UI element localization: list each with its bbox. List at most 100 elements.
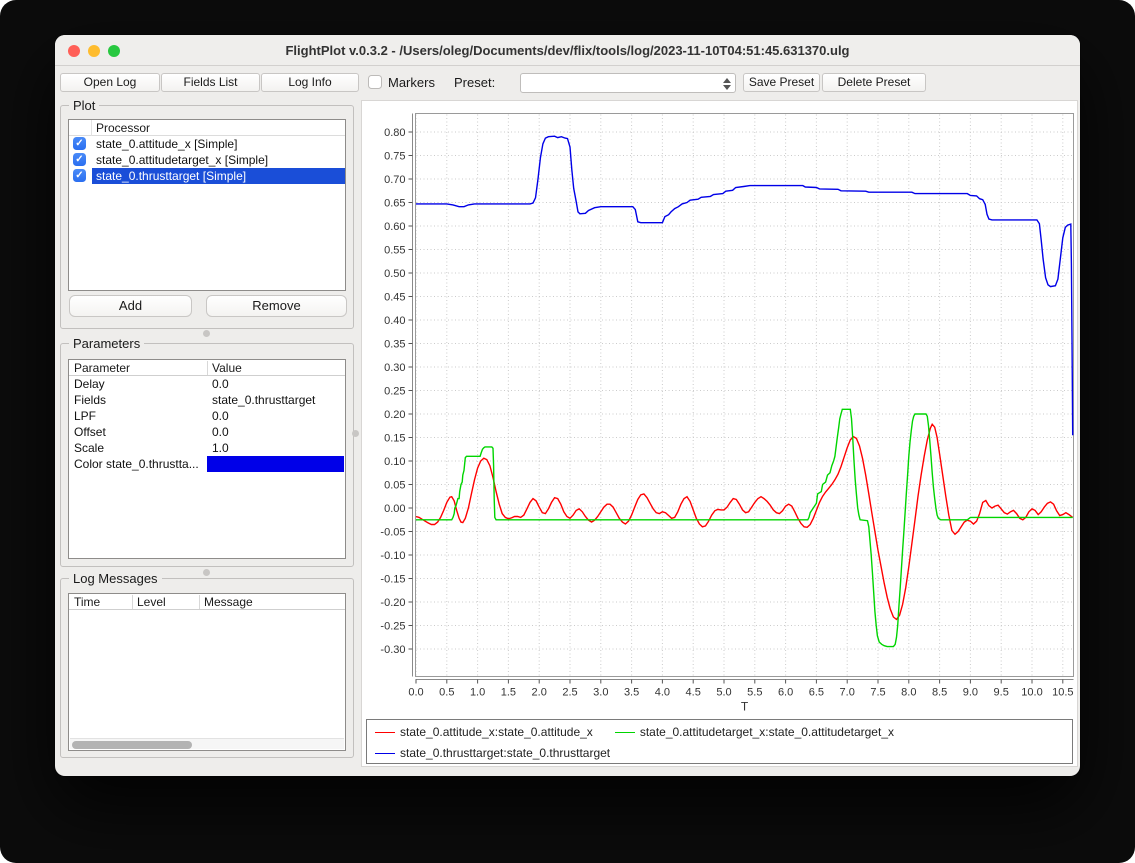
processor-label: state_0.attitudetarget_x [Simple]	[96, 153, 269, 167]
processor-column-header: Processor	[69, 120, 345, 136]
minimize-button[interactable]	[88, 45, 100, 57]
parameter-column-header: Parameter	[74, 361, 131, 375]
horizontal-splitter-handle[interactable]	[203, 569, 210, 576]
titlebar[interactable]: FlightPlot v.0.3.2 - /Users/oleg/Documen…	[55, 35, 1080, 66]
combo-stepper[interactable]	[721, 77, 732, 91]
parameter-row[interactable]: Delay 0.0	[69, 376, 345, 392]
parameter-row[interactable]: Scale 1.0	[69, 440, 345, 456]
svg-text:0.60: 0.60	[384, 221, 405, 233]
log-messages-table[interactable]: Time Level Message	[68, 593, 346, 751]
combo-down-arrow-icon	[723, 85, 731, 90]
processor-label: state_0.thrusttarget [Simple]	[92, 168, 345, 184]
svg-text:10.0: 10.0	[1021, 687, 1042, 699]
svg-text:0.15: 0.15	[384, 433, 405, 445]
svg-text:1.5: 1.5	[501, 687, 516, 699]
legend-label: state_0.attitudetarget_x:state_0.attitud…	[639, 725, 894, 739]
add-button[interactable]: Add	[69, 295, 192, 317]
processor-row[interactable]: state_0.attitude_x [Simple]	[69, 136, 345, 152]
horizontal-scrollbar[interactable]	[70, 738, 344, 749]
svg-text:2.5: 2.5	[562, 687, 577, 699]
close-button[interactable]	[68, 45, 80, 57]
svg-text:-0.10: -0.10	[380, 550, 405, 562]
remove-button[interactable]: Remove	[206, 295, 347, 317]
horizontal-splitter-handle[interactable]	[203, 330, 210, 337]
checkbox-checked-icon[interactable]	[73, 169, 86, 182]
svg-text:0.50: 0.50	[384, 268, 405, 280]
processor-row[interactable]: state_0.attitudetarget_x [Simple]	[69, 152, 345, 168]
svg-text:4.5: 4.5	[686, 687, 701, 699]
time-column-header: Time	[74, 595, 101, 609]
parameter-row[interactable]: Fields state_0.thrusttarget	[69, 392, 345, 408]
svg-text:0.75: 0.75	[384, 151, 405, 163]
log-info-button[interactable]: Log Info	[261, 73, 359, 92]
svg-text:0.25: 0.25	[384, 386, 405, 398]
chart-svg[interactable]: 0.80 0.75 0.70 0.65 0.60 0.55 0.50 0.45 0.40 0.35…	[362, 101, 1077, 715]
checkbox-checked-icon[interactable]	[73, 137, 86, 150]
chart-panel: 0.80 0.75 0.70 0.65 0.60 0.55 0.50 0.45 0.40 0.35…	[361, 100, 1078, 767]
legend-line-icon	[375, 731, 395, 733]
svg-text:1.0: 1.0	[470, 687, 485, 699]
legend-line-icon	[614, 731, 635, 733]
plot-group-title: Plot	[69, 98, 100, 113]
svg-text:0.10: 0.10	[384, 456, 405, 468]
parameter-value: state_0.thrusttarget	[212, 393, 316, 407]
legend-entry: state_0.attitudetarget_x:state_0.attitud…	[614, 725, 894, 739]
window-title: FlightPlot v.0.3.2 - /Users/oleg/Documen…	[285, 43, 850, 58]
param-color-swatch[interactable]	[207, 456, 344, 472]
parameter-value: 1.0	[212, 441, 229, 455]
parameter-name: Color state_0.thrustta...	[74, 457, 199, 471]
delete-preset-button[interactable]: Delete Preset	[822, 73, 926, 92]
markers-label: Markers	[388, 75, 435, 90]
plot-group: Plot Processor state_0.attitude_x [Simpl…	[60, 98, 354, 329]
vertical-splitter-handle[interactable]	[352, 430, 359, 437]
svg-text:3.5: 3.5	[624, 687, 639, 699]
open-log-button[interactable]: Open Log	[60, 73, 160, 92]
legend-entry: state_0.thrusttarget:state_0.thrusttarge…	[375, 746, 610, 760]
fields-list-button[interactable]: Fields List	[161, 73, 260, 92]
svg-text:-0.15: -0.15	[380, 574, 405, 586]
scrollbar-thumb[interactable]	[72, 740, 192, 749]
preset-combobox[interactable]	[520, 73, 736, 93]
combo-up-arrow-icon	[723, 78, 731, 83]
parameter-name: Offset	[74, 425, 106, 439]
svg-text:-0.30: -0.30	[380, 644, 405, 656]
markers-checkbox[interactable]	[368, 75, 382, 89]
processor-row[interactable]: state_0.thrusttarget [Simple]	[69, 168, 345, 184]
parameters-group: Parameters Parameter Value Delay 0.0 Fie…	[60, 336, 354, 567]
save-preset-button[interactable]: Save Preset	[743, 73, 820, 92]
zoom-button[interactable]	[108, 45, 120, 57]
column-separator	[207, 361, 208, 375]
svg-text:T: T	[741, 700, 749, 714]
svg-text:0.30: 0.30	[384, 362, 405, 374]
log-table-header: Time Level Message	[69, 594, 345, 610]
svg-text:-0.20: -0.20	[380, 597, 405, 609]
svg-text:4.0: 4.0	[655, 687, 670, 699]
processor-list[interactable]: Processor state_0.attitude_x [Simple] st…	[68, 119, 346, 291]
level-column-header: Level	[137, 595, 166, 609]
parameter-name: Scale	[74, 441, 105, 455]
svg-text:0.00: 0.00	[384, 503, 405, 515]
parameter-value: 0.0	[212, 409, 229, 423]
column-separator	[132, 595, 133, 609]
log-messages-group-title: Log Messages	[69, 571, 162, 586]
column-separator	[91, 120, 92, 136]
flightplot-window: FlightPlot v.0.3.2 - /Users/oleg/Documen…	[55, 35, 1080, 776]
svg-text:7.5: 7.5	[870, 687, 885, 699]
value-column-header: Value	[212, 361, 242, 375]
parameter-name: LPF	[74, 409, 97, 423]
svg-text:0.05: 0.05	[384, 480, 405, 492]
svg-text:6.5: 6.5	[809, 687, 824, 699]
parameter-row[interactable]: Offset 0.0	[69, 424, 345, 440]
log-messages-group: Log Messages Time Level Message	[60, 571, 354, 758]
parameter-row[interactable]: Color state_0.thrustta...	[69, 456, 345, 472]
parameters-table[interactable]: Parameter Value Delay 0.0 Fields state_0…	[68, 359, 346, 559]
parameter-name: Delay	[74, 377, 105, 391]
parameter-row[interactable]: LPF 0.0	[69, 408, 345, 424]
legend-entry: state_0.attitude_x:state_0.attitude_x	[375, 725, 593, 739]
svg-text:0.35: 0.35	[384, 339, 405, 351]
svg-text:3.0: 3.0	[593, 687, 608, 699]
checkbox-checked-icon[interactable]	[73, 153, 86, 166]
svg-text:0.5: 0.5	[439, 687, 454, 699]
svg-text:5.0: 5.0	[716, 687, 731, 699]
